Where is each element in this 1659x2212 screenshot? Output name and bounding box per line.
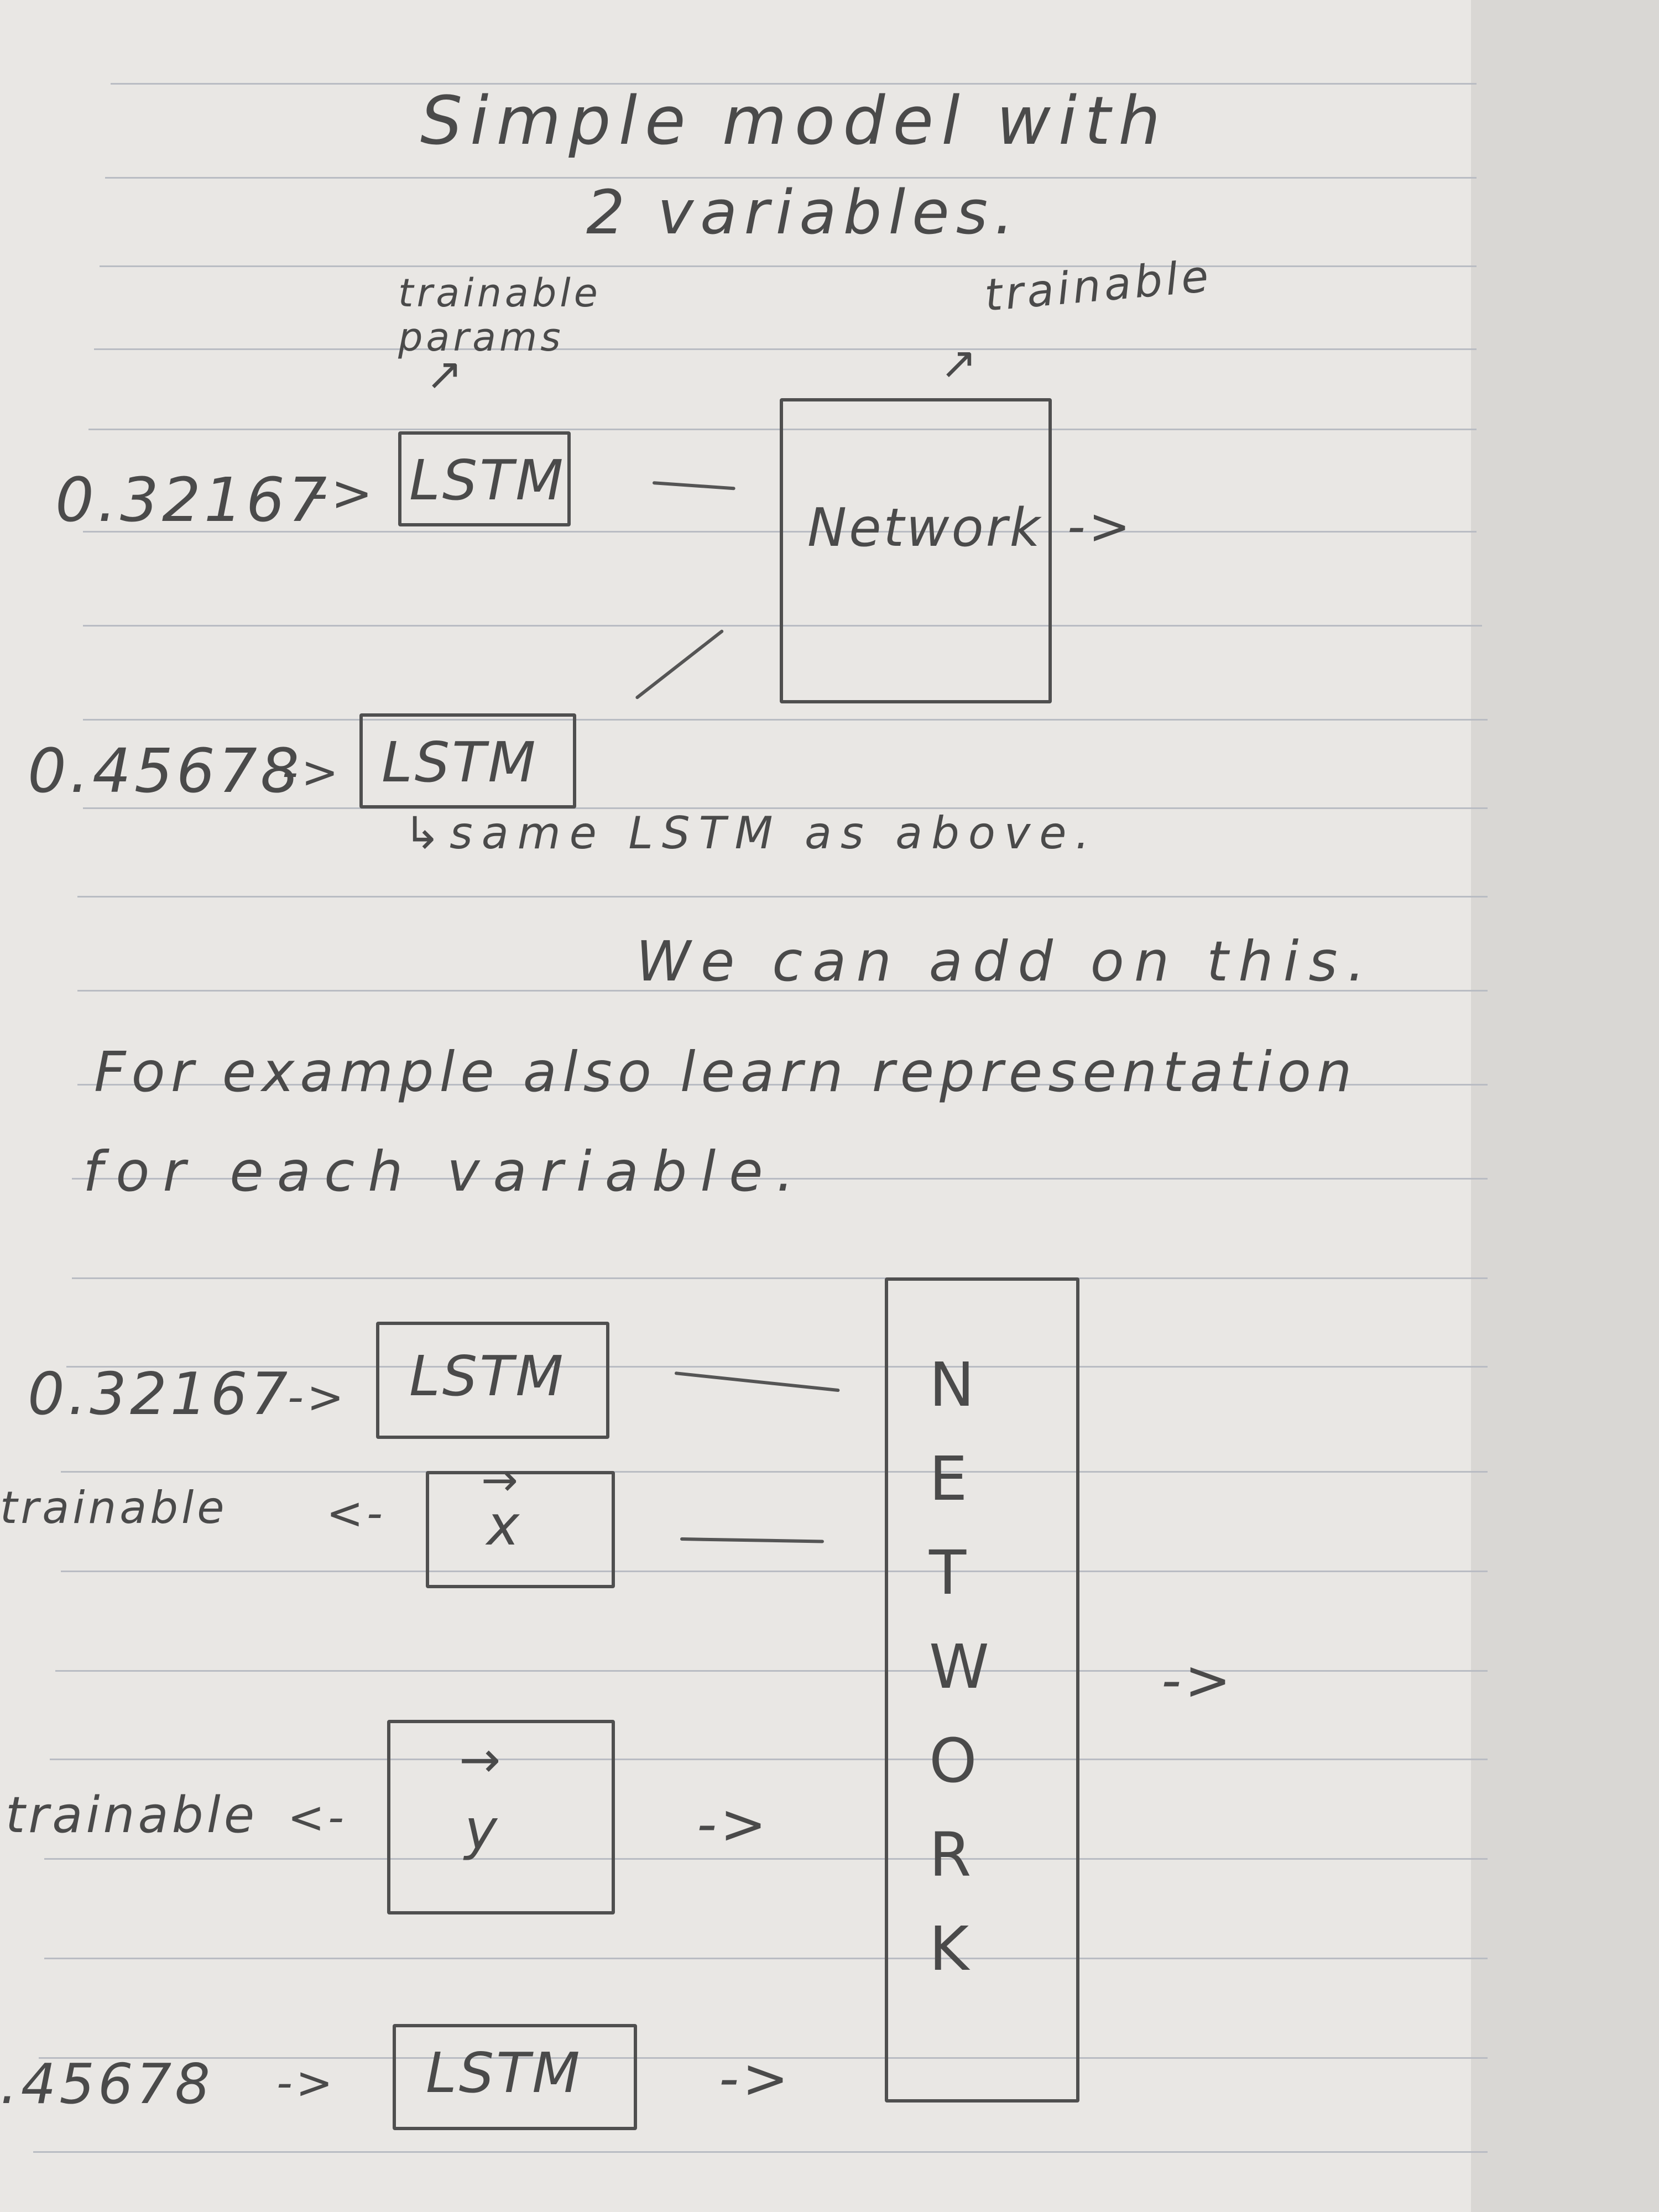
- diagram2-x-box: [426, 1471, 615, 1588]
- diagram2-trainable-2: trainable: [6, 1786, 258, 1844]
- diagram2-y-vector-arrow: →: [459, 1731, 504, 1789]
- diagram2-network-box: [885, 1277, 1079, 2103]
- diagram1-lstm-bottom-label: LSTM: [382, 730, 538, 795]
- notebook-page: [0, 0, 1488, 2212]
- diagram2-y-box: [387, 1720, 615, 1914]
- notebook-next-page: [1471, 0, 1659, 2212]
- diagram2-arrow-top: ->: [288, 1371, 347, 1423]
- network-letter: E: [929, 1443, 971, 1514]
- network-letter: R: [929, 1819, 975, 1890]
- title-line-2: 2 variables.: [586, 177, 1020, 248]
- diagram2-x-vector-arrow: →: [481, 1454, 522, 1506]
- diagram2-y-label: y: [465, 1797, 501, 1862]
- diagram2-lstm-top-label: LSTM: [409, 1344, 566, 1408]
- text-line-2: For example also learn representation: [94, 1040, 1358, 1104]
- diagram2-x-label: x: [487, 1493, 523, 1558]
- diagram2-lstm-bottom-label: LSTM: [426, 2041, 582, 2105]
- network-letter: K: [929, 1913, 973, 1984]
- diagram1-lstm-top-label: LSTM: [409, 448, 566, 513]
- diagram1-network-box: [780, 398, 1052, 703]
- diagram1-output-arrow: ->: [1067, 498, 1134, 556]
- diagram2-left-arrow-1: <-: [326, 1488, 386, 1539]
- up-arrow-1: ↗: [426, 348, 467, 400]
- diagram1-lstm-top: [398, 431, 571, 526]
- diagram2-trainable-1: trainable: [0, 1482, 228, 1533]
- diagram2-arrow-y: ->: [697, 1792, 770, 1856]
- network-letter: O: [929, 1725, 980, 1796]
- diagram2-output-arrow: ->: [1161, 1648, 1234, 1713]
- diagram2-lstm-bottom: [393, 2024, 637, 2130]
- diagram2-input-top: 0.32167: [28, 1360, 291, 1428]
- diagram2-arrow-lstm-bottom: ->: [719, 2046, 792, 2111]
- text-line-1: We can add on this.: [636, 929, 1375, 994]
- diagram2-left-arrow-2: <-: [288, 1792, 347, 1843]
- note-trainable-params: trainable params: [398, 270, 601, 360]
- text-line-3: for each variable.: [83, 1139, 807, 1204]
- same-lstm-note: ↳same LSTM as above.: [404, 807, 1098, 859]
- diagram1-input-top: 0.32167: [55, 465, 330, 535]
- title-line-1: Simple model with: [420, 83, 1168, 160]
- diagram2-lstm-top: [376, 1322, 609, 1439]
- diagram2-arrow-bottom: ->: [276, 2057, 336, 2109]
- network-letter: T: [929, 1537, 970, 1608]
- up-arrow-2: ↗: [940, 337, 981, 389]
- diagram2-input-bottom: .45678: [0, 2052, 213, 2116]
- diagram1-input-bottom: 0.45678: [28, 735, 302, 806]
- diagram1-lstm-bottom: [359, 713, 576, 808]
- diagram1-arrow-top: ->: [310, 465, 376, 523]
- diagram1-arrow-bottom: ->: [282, 747, 342, 798]
- diagram1-network-label: Network: [807, 498, 1042, 559]
- network-letter: N: [929, 1349, 978, 1420]
- network-letter: W: [929, 1631, 993, 1702]
